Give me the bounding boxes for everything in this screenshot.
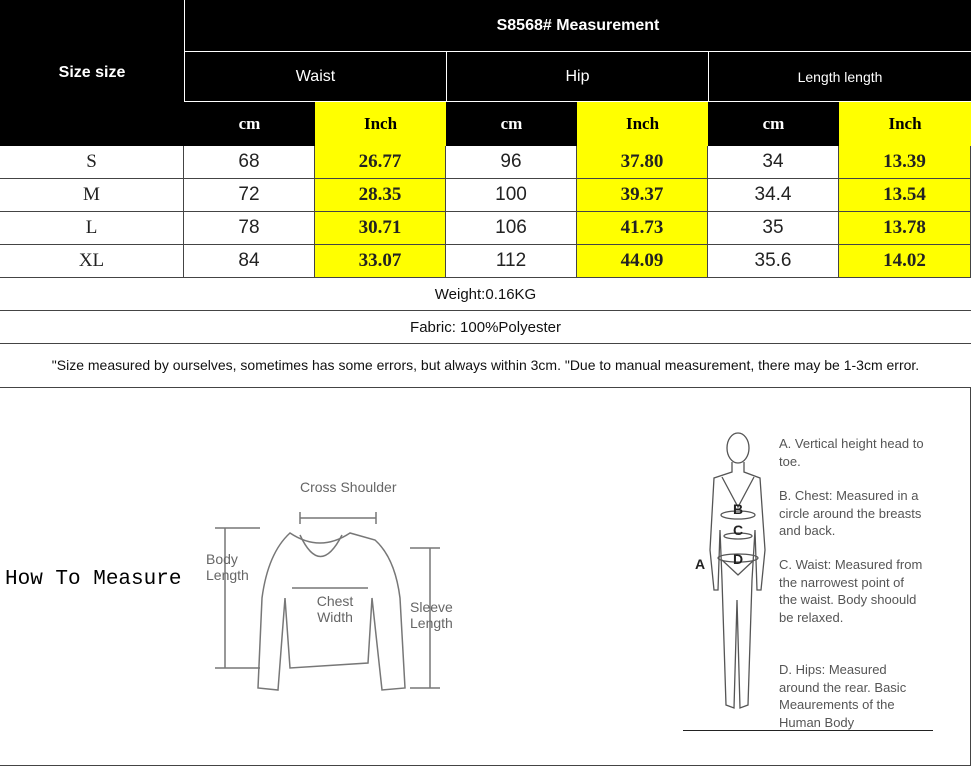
- value-cell: 13.54: [839, 179, 971, 212]
- unit-header: Inch: [839, 102, 971, 146]
- marker-d: D: [733, 551, 744, 567]
- value-cell: 96: [446, 146, 577, 179]
- size-header: Size size: [0, 0, 184, 146]
- cross-shoulder-label: Cross Shoulder: [300, 479, 397, 495]
- value-cell: 39.37: [577, 179, 708, 212]
- value-cell: 35: [708, 212, 839, 245]
- group-header: Length length: [708, 52, 971, 102]
- value-cell: 30.71: [315, 212, 446, 245]
- value-cell: 84: [184, 245, 315, 278]
- fabric-row: Fabric: 100%Polyester: [0, 311, 971, 344]
- value-cell: 34: [708, 146, 839, 179]
- unit-header: Inch: [315, 102, 446, 146]
- size-cell: M: [0, 179, 184, 212]
- note-c: C. Waist: Measured from the narrowest po…: [779, 557, 923, 625]
- value-cell: 112: [446, 245, 577, 278]
- how-to-measure-section: How To Measure Cross Shoulder Body Lengt…: [0, 388, 971, 766]
- table-title: S8568# Measurement: [184, 0, 971, 52]
- value-cell: 44.09: [577, 245, 708, 278]
- size-cell: XL: [0, 245, 184, 278]
- marker-a: A: [695, 556, 706, 572]
- note-b: B. Chest: Measured in a circle around th…: [779, 488, 922, 538]
- garment-diagram: [215, 512, 440, 691]
- value-cell: 34.4: [708, 179, 839, 212]
- unit-header: cm: [184, 102, 315, 146]
- value-cell: 41.73: [577, 212, 708, 245]
- how-to-measure-label: How To Measure: [5, 568, 182, 591]
- value-cell: 72: [184, 179, 315, 212]
- sleeve-length-label: Sleeve Length: [410, 599, 453, 631]
- value-cell: 14.02: [839, 245, 971, 278]
- unit-header: cm: [708, 102, 839, 146]
- value-cell: 106: [446, 212, 577, 245]
- body-figure: [709, 432, 766, 709]
- unit-header: Inch: [577, 102, 708, 146]
- value-cell: 35.6: [708, 245, 839, 278]
- weight-row: Weight:0.16KG: [0, 278, 971, 311]
- chest-width-label: Chest Width: [316, 593, 354, 625]
- size-cell: S: [0, 146, 184, 179]
- marker-b: B: [733, 501, 744, 517]
- body-length-label: Body Length: [206, 551, 249, 583]
- size-cell: L: [0, 212, 184, 245]
- marker-c: C: [733, 522, 744, 538]
- divider: [683, 730, 933, 731]
- value-cell: 78: [184, 212, 315, 245]
- value-cell: 28.35: [315, 179, 446, 212]
- value-cell: 26.77: [315, 146, 446, 179]
- value-cell: 100: [446, 179, 577, 212]
- value-cell: 37.80: [577, 146, 708, 179]
- unit-header: cm: [446, 102, 577, 146]
- note-a: A. Vertical height head to toe.: [779, 436, 924, 469]
- value-cell: 13.78: [839, 212, 971, 245]
- note-d: D. Hips: Measured around the rear. Basic…: [779, 662, 907, 730]
- group-header: Waist: [184, 52, 446, 102]
- value-cell: 68: [184, 146, 315, 179]
- group-header: Hip: [446, 52, 708, 102]
- value-cell: 13.39: [839, 146, 971, 179]
- value-cell: 33.07: [315, 245, 446, 278]
- note-row: "Size measured by ourselves, sometimes h…: [0, 344, 971, 388]
